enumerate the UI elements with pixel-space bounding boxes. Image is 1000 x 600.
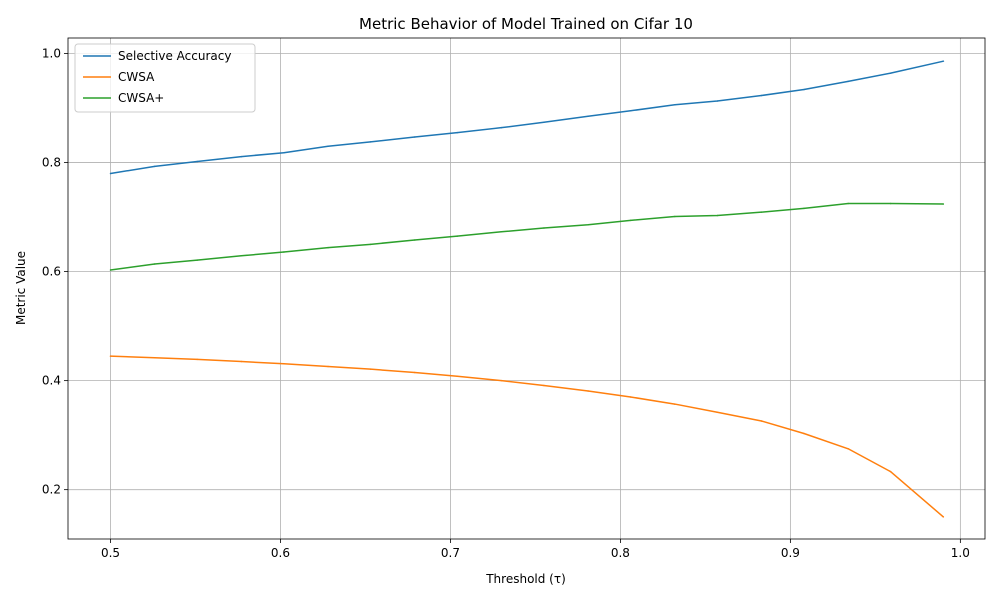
data-point-cwsa [456, 375, 458, 378]
x-tick-label: 0.6 [271, 546, 290, 560]
data-point-selective-accuracy [674, 104, 676, 106]
data-point-cwsa [369, 368, 372, 370]
y-tick-label: 0.2 [42, 483, 61, 497]
y-tick-label: 0.4 [42, 374, 61, 388]
data-point-cwsa-plus [500, 231, 503, 233]
legend-label-cwsa-plus: CWSA+ [118, 91, 164, 105]
data-point-cwsa-plus [109, 269, 112, 271]
data-point-cwsa [760, 420, 763, 422]
series-layer [109, 60, 945, 518]
data-point-cwsa [587, 390, 589, 392]
x-axis-label: Threshold (τ) [485, 572, 566, 586]
x-tick-label: 1.0 [951, 546, 970, 560]
data-point-cwsa [413, 371, 416, 374]
chart-title: Metric Behavior of Model Trained on Cifa… [359, 15, 693, 33]
data-point-selective-accuracy [942, 60, 945, 62]
plot-area [68, 38, 985, 539]
data-point-cwsa [543, 384, 545, 387]
data-point-cwsa [847, 448, 849, 450]
data-point-selective-accuracy [456, 131, 458, 134]
legend: Selective Accuracy CWSA CWSA+ [74, 43, 256, 113]
data-point-cwsa-plus [196, 259, 198, 261]
data-point-cwsa [196, 358, 198, 361]
data-point-cwsa-plus [942, 203, 945, 205]
legend-label-selective-accuracy: Selective Accuracy [118, 49, 231, 63]
y-tick-label: 0.8 [42, 156, 61, 170]
data-point-cwsa-plus [889, 202, 892, 205]
data-point-cwsa [889, 470, 892, 473]
y-axis-ticks: 0.2 0.4 0.6 0.8 1.0 [42, 47, 68, 497]
data-point-selective-accuracy [413, 136, 416, 138]
data-point-cwsa-plus [587, 223, 589, 226]
data-point-cwsa-plus [240, 255, 243, 257]
data-point-cwsa-plus [716, 214, 719, 217]
plot-frame [67, 37, 986, 540]
data-point-selective-accuracy [240, 155, 243, 158]
x-tick-label: 0.5 [101, 546, 120, 560]
grid-lines [68, 38, 985, 539]
data-point-cwsa [942, 516, 945, 518]
y-tick-label: 0.6 [42, 265, 61, 279]
x-tick-label: 0.8 [611, 546, 630, 560]
x-axis-ticks: 0.5 0.6 0.7 0.8 0.9 1.0 [101, 539, 970, 560]
data-point-cwsa-plus [760, 211, 763, 213]
data-point-selective-accuracy [196, 160, 198, 163]
series-line-cwsa-plus [110, 202, 944, 271]
data-point-cwsa-plus [629, 219, 632, 222]
data-point-cwsa-plus [283, 251, 285, 253]
data-point-cwsa-plus [327, 246, 329, 249]
data-point-selective-accuracy [803, 88, 805, 91]
data-point-selective-accuracy [109, 172, 112, 175]
data-point-selective-accuracy [847, 80, 849, 83]
data-point-cwsa-plus [369, 243, 372, 246]
data-point-selective-accuracy [369, 141, 372, 143]
data-point-selective-accuracy [760, 94, 763, 97]
data-point-selective-accuracy [629, 110, 632, 112]
legend-box [74, 43, 256, 113]
data-point-cwsa [500, 379, 503, 382]
series-line-cwsa [110, 355, 944, 518]
data-point-cwsa [327, 365, 329, 368]
data-point-cwsa-plus [456, 235, 458, 237]
data-point-cwsa [674, 403, 676, 405]
legend-label-cwsa: CWSA [118, 70, 155, 84]
data-point-selective-accuracy [889, 72, 892, 74]
data-point-cwsa [109, 355, 112, 357]
y-axis-label: Metric Value [14, 251, 28, 325]
series-line-selective-accuracy [110, 60, 944, 175]
data-point-cwsa [803, 432, 805, 435]
data-point-selective-accuracy [283, 152, 285, 154]
data-point-cwsa [716, 411, 719, 414]
x-tick-label: 0.7 [441, 546, 460, 560]
data-point-selective-accuracy [327, 145, 329, 147]
y-tick-label: 1.0 [42, 47, 61, 61]
data-point-cwsa-plus [543, 227, 545, 229]
data-point-cwsa-plus [674, 215, 676, 218]
data-point-selective-accuracy [153, 165, 156, 168]
data-point-cwsa-plus [847, 202, 849, 205]
data-point-cwsa [240, 360, 243, 363]
data-point-cwsa [283, 362, 285, 365]
data-point-cwsa-plus [803, 207, 805, 210]
x-tick-label: 0.9 [781, 546, 800, 560]
data-point-cwsa-plus [153, 263, 156, 265]
data-point-selective-accuracy [543, 121, 545, 123]
data-point-cwsa [153, 356, 156, 359]
data-point-selective-accuracy [716, 100, 719, 102]
data-point-cwsa [629, 396, 632, 398]
data-point-cwsa-plus [413, 239, 416, 241]
data-point-selective-accuracy [587, 115, 589, 117]
data-point-selective-accuracy [500, 126, 503, 129]
